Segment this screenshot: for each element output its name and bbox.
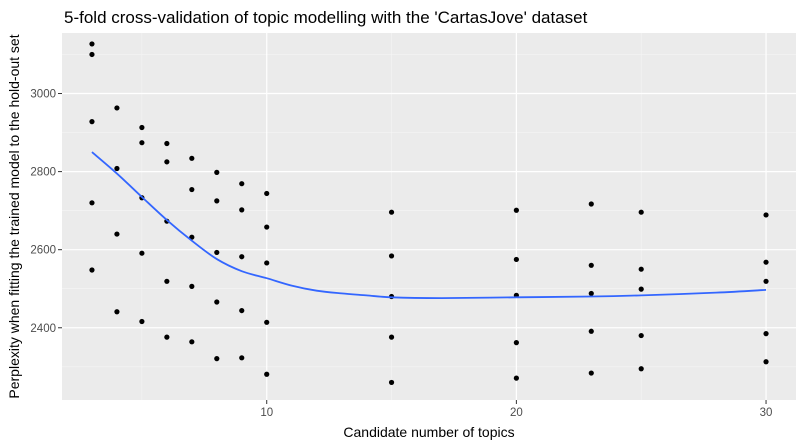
data-point xyxy=(588,262,594,268)
data-point xyxy=(114,165,120,172)
data-point xyxy=(89,119,95,125)
data-point xyxy=(763,359,769,365)
data-point xyxy=(189,234,195,240)
x-tick-label: 30 xyxy=(760,407,773,419)
data-point xyxy=(189,155,195,161)
data-point xyxy=(264,260,270,266)
data-point xyxy=(139,318,145,325)
data-point xyxy=(513,375,519,381)
data-point xyxy=(214,356,220,362)
data-point xyxy=(89,200,95,206)
data-point xyxy=(189,283,195,289)
chart-title: 5-fold cross-validation of topic modelli… xyxy=(64,8,588,27)
data-point xyxy=(763,259,769,265)
y-axis-title: Perplexity when fitting the trained mode… xyxy=(6,34,22,398)
data-point xyxy=(89,51,95,58)
data-point xyxy=(513,340,519,346)
data-point xyxy=(264,319,270,325)
x-tick-label: 20 xyxy=(510,407,523,419)
data-point xyxy=(638,366,644,372)
data-point xyxy=(89,267,95,273)
data-point xyxy=(164,334,170,340)
data-point xyxy=(264,224,270,230)
y-tick-label: 2400 xyxy=(30,323,56,335)
data-point xyxy=(214,169,220,175)
data-point xyxy=(588,201,594,207)
data-point xyxy=(638,286,644,292)
y-tick-label: 2800 xyxy=(30,167,56,179)
data-point xyxy=(164,140,170,147)
data-point xyxy=(588,328,594,334)
data-point xyxy=(214,299,220,305)
data-point xyxy=(214,198,220,204)
x-axis: 10 20 30 xyxy=(260,400,772,419)
x-tick-label: 10 xyxy=(260,407,273,419)
data-point xyxy=(388,379,395,386)
data-point xyxy=(513,207,519,213)
x-axis-title: Candidate number of topics xyxy=(343,424,514,440)
data-point xyxy=(114,105,120,111)
data-point xyxy=(239,254,245,260)
minor-gridlines xyxy=(62,33,796,400)
y-tick-label: 3000 xyxy=(30,89,56,101)
data-point xyxy=(763,278,769,284)
data-point xyxy=(189,339,195,345)
data-point xyxy=(89,41,95,47)
smooth-trend-line xyxy=(91,151,767,299)
data-point xyxy=(114,309,120,315)
data-point xyxy=(239,307,245,314)
data-point xyxy=(139,124,145,131)
data-point xyxy=(239,207,245,213)
data-point xyxy=(139,250,145,256)
data-point xyxy=(638,209,644,215)
data-point xyxy=(164,278,170,284)
data-point xyxy=(513,256,519,263)
data-point xyxy=(588,290,594,297)
data-point xyxy=(239,355,245,361)
data-point xyxy=(164,159,170,165)
data-point xyxy=(239,181,245,187)
data-point xyxy=(264,371,270,377)
major-gridlines xyxy=(62,33,796,400)
data-point xyxy=(388,334,395,340)
data-point xyxy=(139,140,145,146)
data-point xyxy=(189,186,195,193)
y-axis: 2400 2600 2800 3000 xyxy=(30,89,62,335)
data-points xyxy=(89,41,769,386)
data-point xyxy=(114,231,120,237)
data-point xyxy=(264,190,270,197)
data-point xyxy=(763,212,769,218)
data-point xyxy=(214,249,220,256)
data-point xyxy=(638,332,644,339)
data-point xyxy=(638,266,644,272)
data-point xyxy=(388,253,395,259)
data-point xyxy=(588,370,594,376)
data-point xyxy=(763,331,769,337)
y-tick-label: 2600 xyxy=(30,245,56,257)
data-point xyxy=(388,209,395,215)
plot-panel xyxy=(62,33,796,400)
